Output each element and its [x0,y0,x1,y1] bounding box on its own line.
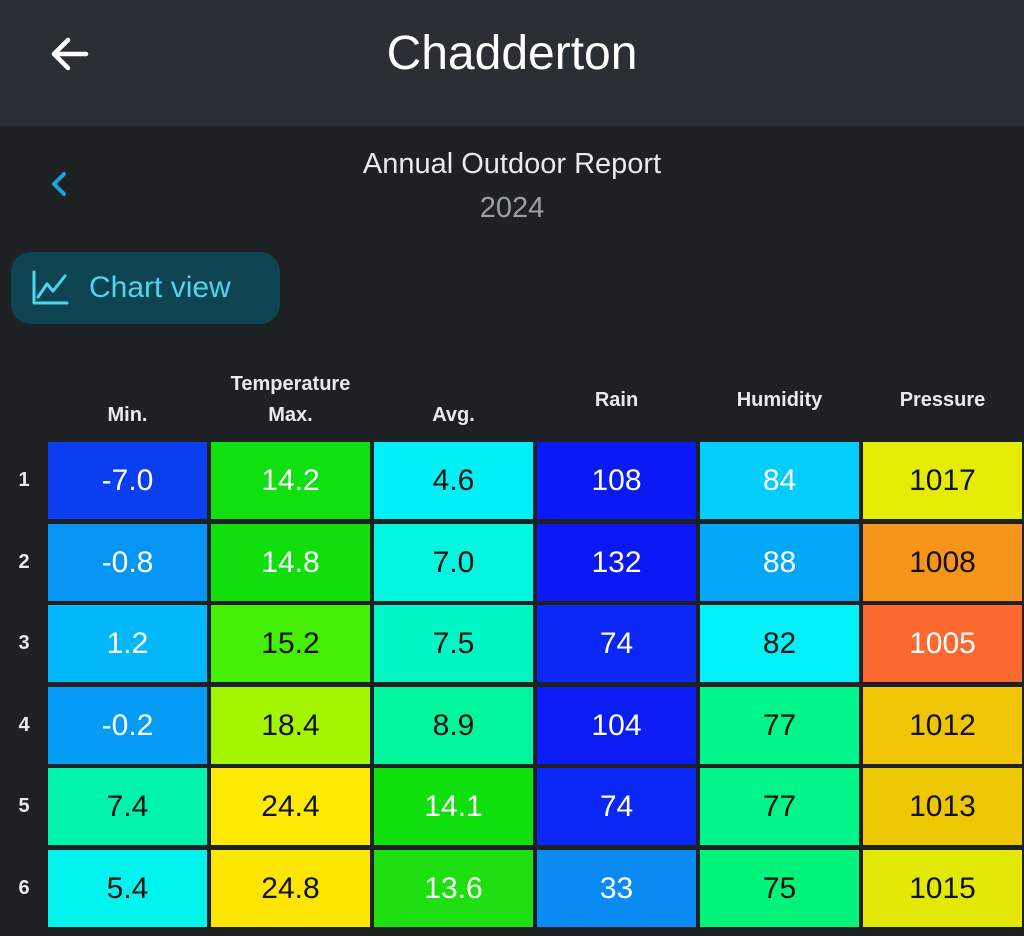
cell-avg: 8.9 [374,687,533,764]
cell-humidity: 88 [700,524,859,601]
cell-pressure: 1015 [863,850,1022,927]
cell-pressure: 1012 [863,687,1022,764]
cell-avg: 7.0 [374,524,533,601]
cell-rain: 74 [537,768,696,845]
cell-max: 18.4 [211,687,370,764]
row-label: 4 [18,714,30,736]
cell-pressure: 1017 [863,442,1022,519]
cell-max: 14.2 [211,442,370,519]
chart-view-button[interactable]: Chart view [11,252,280,324]
column-header-min: Min. [107,404,148,426]
cell-pressure: 1005 [863,605,1022,682]
row-label: 2 [18,551,30,573]
line-chart-icon [32,270,69,305]
cell-pressure: 1008 [863,524,1022,601]
cell-min: 7.4 [48,768,207,845]
row-label: 6 [18,877,30,899]
cell-max: 24.4 [211,768,370,845]
cell-max: 14.8 [211,524,370,601]
row-label: 1 [18,469,30,491]
cell-min: -7.0 [48,442,207,519]
column-header-rain: Rain [594,389,639,411]
column-header-avg: Avg. [432,404,475,426]
column-header-pressure: Pressure [899,389,986,411]
cell-min: 1.2 [48,605,207,682]
arrow-left-icon[interactable] [44,28,96,80]
app-bar: Chadderton [0,0,1024,126]
cell-avg: 14.1 [374,768,533,845]
cell-humidity: 77 [700,768,859,845]
report-year: 2024 [479,192,545,224]
cell-rain: 104 [537,687,696,764]
row-label: 5 [18,795,30,817]
cell-rain: 132 [537,524,696,601]
cell-humidity: 77 [700,687,859,764]
column-header-humidity: Humidity [736,389,823,411]
cell-rain: 108 [537,442,696,519]
cell-humidity: 82 [700,605,859,682]
cell-humidity: 75 [700,850,859,927]
cell-rain: 74 [537,605,696,682]
chart-view-label: Chart view [89,271,231,304]
column-group-temperature: Temperature [230,373,351,395]
cell-avg: 13.6 [374,850,533,927]
cell-max: 24.8 [211,850,370,927]
cell-min: -0.2 [48,687,207,764]
cell-rain: 33 [537,850,696,927]
report-header: Annual Outdoor Report 2024 [0,126,1024,236]
report-title: Annual Outdoor Report [362,148,662,180]
chevron-left-icon[interactable] [40,164,80,204]
column-header-max: Max. [268,404,313,426]
cell-avg: 4.6 [374,442,533,519]
row-label: 3 [18,632,30,654]
cell-humidity: 84 [700,442,859,519]
app-title: Chadderton [386,27,638,80]
cell-pressure: 1013 [863,768,1022,845]
cell-avg: 7.5 [374,605,533,682]
cell-min: 5.4 [48,850,207,927]
cell-max: 15.2 [211,605,370,682]
cell-min: -0.8 [48,524,207,601]
